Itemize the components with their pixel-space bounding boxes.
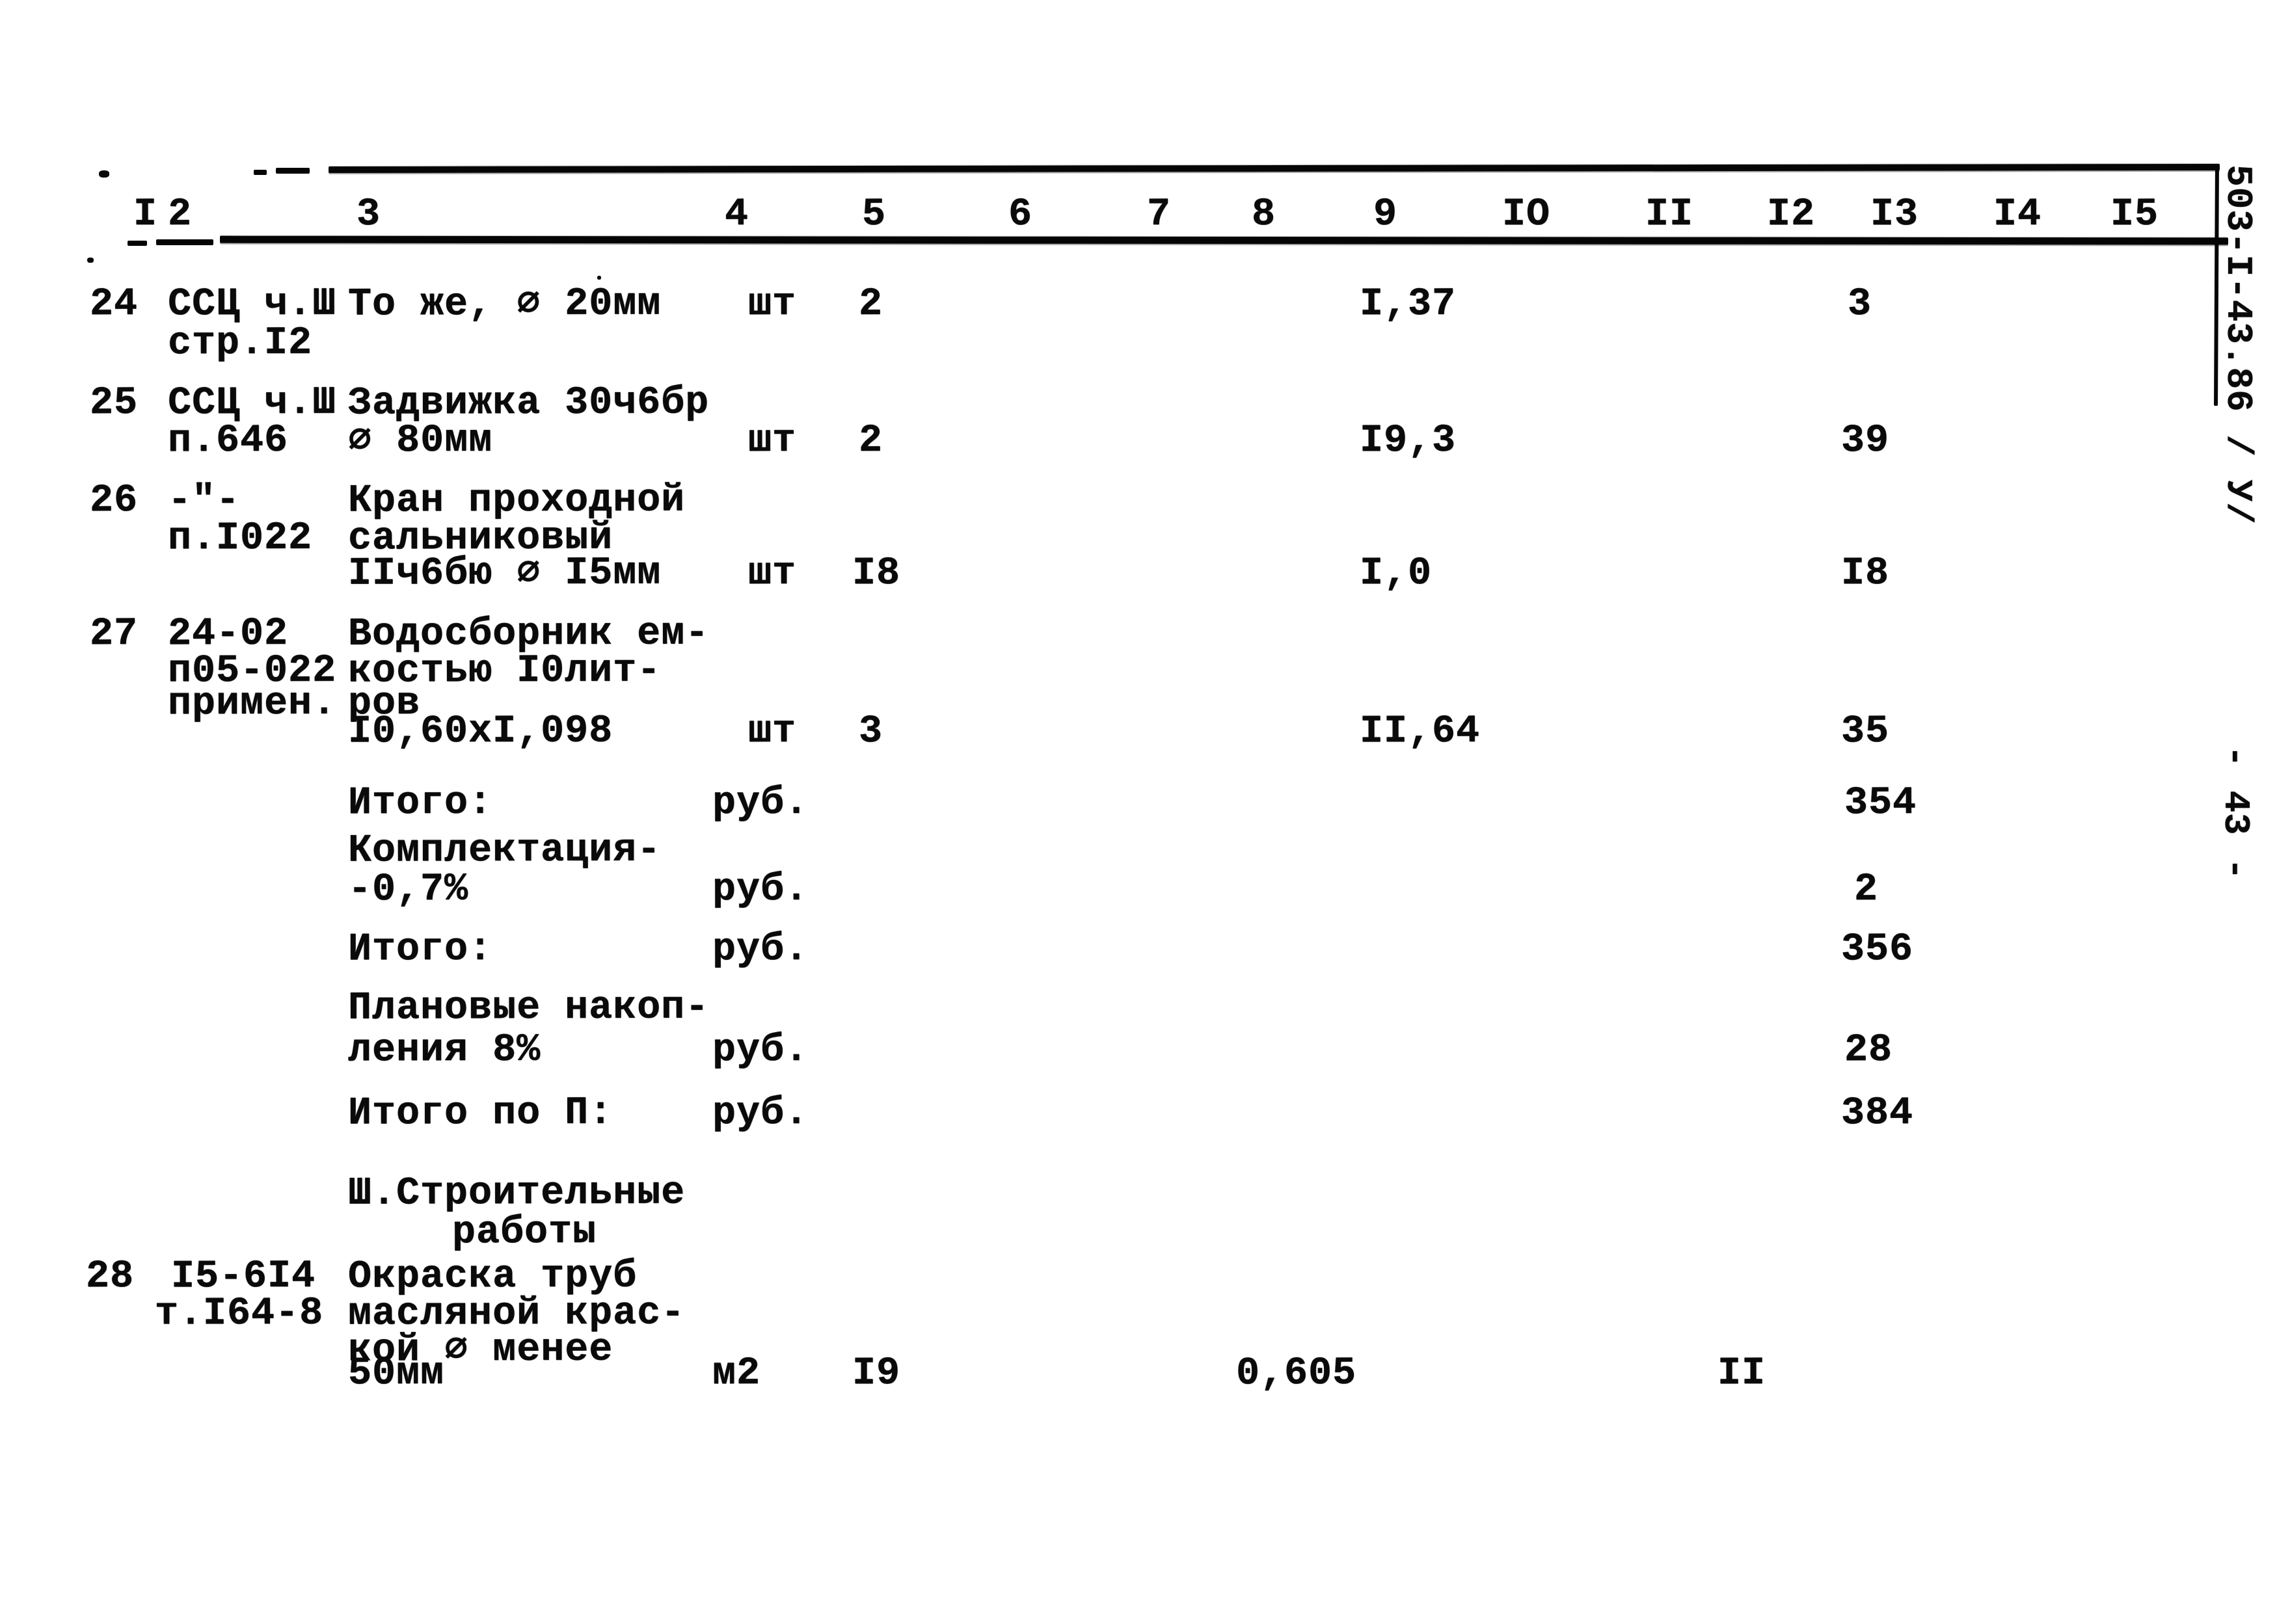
cell-line14-col3: -0,7% bbox=[347, 867, 469, 912]
cell-line11-col3: I0,60хI,098 bbox=[347, 709, 613, 754]
cell-line5-col3: Кран проходной bbox=[347, 478, 686, 524]
column-number-4: 4 bbox=[724, 192, 749, 237]
cell-line7-col9: I,0 bbox=[1359, 551, 1433, 596]
cell-line12-col3: Итого: bbox=[347, 780, 493, 826]
top-rule-fragment bbox=[276, 168, 310, 174]
cell-line16-col3: Плановые накоп- bbox=[347, 985, 710, 1031]
header-rule-fragment bbox=[156, 239, 213, 245]
cell-line24-col8: 0,605 bbox=[1235, 1351, 1357, 1396]
column-number-10: IO bbox=[1502, 192, 1551, 237]
scan-speck bbox=[99, 170, 109, 178]
cell-line12-col4: руб. bbox=[712, 780, 809, 826]
cell-line18-col4: руб. bbox=[712, 1091, 809, 1136]
cell-line1-col9: I,37 bbox=[1359, 282, 1457, 327]
cell-line12-col13: 354 bbox=[1844, 780, 1917, 826]
column-number-8: 8 bbox=[1251, 192, 1276, 237]
cell-line3-col2: ССЦ ч.Ш bbox=[167, 380, 337, 426]
top-rule-fragment bbox=[254, 170, 267, 175]
cell-line11-col4: шт bbox=[748, 709, 797, 754]
cell-line3-col1: 25 bbox=[89, 380, 139, 426]
cell-line14-col13: 2 bbox=[1853, 867, 1879, 912]
doc-number-vertical: 503-I-43.86 / У/ bbox=[2217, 165, 2259, 525]
cell-line2-col2: стр.I2 bbox=[167, 321, 313, 366]
cell-line24-col4: м2 bbox=[712, 1351, 761, 1396]
header-rule-fragment bbox=[128, 241, 147, 246]
cell-line1-col4: шт bbox=[748, 282, 797, 327]
cell-line5-col1: 26 bbox=[89, 478, 139, 524]
cell-line8-col2: 24-02 bbox=[167, 611, 289, 657]
cell-line11-col9: II,64 bbox=[1359, 709, 1481, 754]
cell-line7-col4: шт bbox=[748, 551, 797, 596]
column-number-12: I2 bbox=[1766, 192, 1816, 237]
cell-line1-col3: То же, ∅ 20мм bbox=[347, 282, 662, 327]
cell-line4-col3: ∅ 80мм bbox=[347, 418, 493, 464]
cell-line7-col13: I8 bbox=[1840, 551, 1890, 596]
scan-speck bbox=[597, 276, 601, 280]
cell-line21-col3: Окраска труб bbox=[347, 1254, 638, 1299]
column-number-2: 2 bbox=[167, 192, 193, 237]
cell-line17-col13: 28 bbox=[1844, 1028, 1893, 1073]
column-number-15: I5 bbox=[2110, 192, 2159, 237]
cell-line4-col2: п.646 bbox=[167, 418, 289, 464]
cell-line1-col13: 3 bbox=[1847, 282, 1872, 327]
cell-line21-col1: 28 bbox=[85, 1254, 135, 1299]
cell-line10-col2: примен. bbox=[167, 681, 337, 726]
scan-speck bbox=[87, 258, 94, 263]
cell-line4-col9: I9,3 bbox=[1359, 418, 1457, 464]
cell-line13-col3: Комплектация- bbox=[347, 828, 662, 873]
cell-line17-col3: ления 8% bbox=[347, 1028, 541, 1073]
cell-line11-col5: 3 bbox=[858, 709, 883, 754]
column-number-13: I3 bbox=[1870, 192, 1919, 237]
cell-line6-col2: п.I022 bbox=[167, 516, 313, 561]
cell-line22-col2: т.I64-8 bbox=[154, 1291, 324, 1337]
cell-line4-col5: 2 bbox=[858, 418, 883, 464]
cell-line15-col13: 356 bbox=[1840, 927, 1914, 972]
cell-line18-col3: Итого по П: bbox=[347, 1091, 613, 1136]
cell-line20-col3: работы bbox=[451, 1210, 597, 1255]
header-rule bbox=[219, 235, 2229, 245]
cell-line15-col4: руб. bbox=[712, 927, 809, 972]
cell-line1-col2: ССЦ ч.Ш bbox=[167, 282, 337, 327]
cell-line4-col13: 39 bbox=[1840, 418, 1890, 464]
column-number-7: 7 bbox=[1146, 192, 1172, 237]
cell-line24-col5: I9 bbox=[852, 1351, 901, 1396]
cell-line7-col5: I8 bbox=[852, 551, 901, 596]
cell-line18-col13: 384 bbox=[1840, 1091, 1914, 1136]
cell-line8-col1: 27 bbox=[89, 611, 139, 657]
cell-line8-col3: Водосборник ем- bbox=[347, 611, 710, 657]
cell-line5-col2: -"- bbox=[167, 478, 241, 524]
top-rule bbox=[328, 163, 2220, 174]
column-number-3: 3 bbox=[356, 192, 381, 237]
cell-line17-col4: руб. bbox=[712, 1028, 809, 1073]
column-number-11: II bbox=[1645, 192, 1694, 237]
column-number-6: 6 bbox=[1008, 192, 1033, 237]
cell-line14-col4: руб. bbox=[712, 867, 809, 912]
cell-line24-col12: II bbox=[1717, 1351, 1766, 1396]
cell-line19-col3: Ш.Строительные bbox=[347, 1171, 686, 1216]
cell-line24-col3: 50мм bbox=[347, 1351, 445, 1396]
cell-line15-col3: Итого: bbox=[347, 927, 493, 972]
column-number-9: 9 bbox=[1373, 192, 1398, 237]
cell-line21-col2: I5-6I4 bbox=[170, 1254, 316, 1299]
cell-line1-col5: 2 bbox=[858, 282, 883, 327]
column-number-14: I4 bbox=[1993, 192, 2042, 237]
page-number-vertical: - 43 - bbox=[2215, 745, 2256, 881]
cell-line11-col13: 35 bbox=[1840, 709, 1890, 754]
cell-line1-col1: 24 bbox=[89, 282, 139, 327]
cell-line4-col4: шт bbox=[748, 418, 797, 464]
column-number-1: I bbox=[133, 192, 158, 237]
column-number-5: 5 bbox=[861, 192, 887, 237]
cell-line7-col3: IIч6бю ∅ I5мм bbox=[347, 551, 662, 596]
cell-line3-col3: Задвижка 30ч6бр bbox=[347, 380, 710, 426]
